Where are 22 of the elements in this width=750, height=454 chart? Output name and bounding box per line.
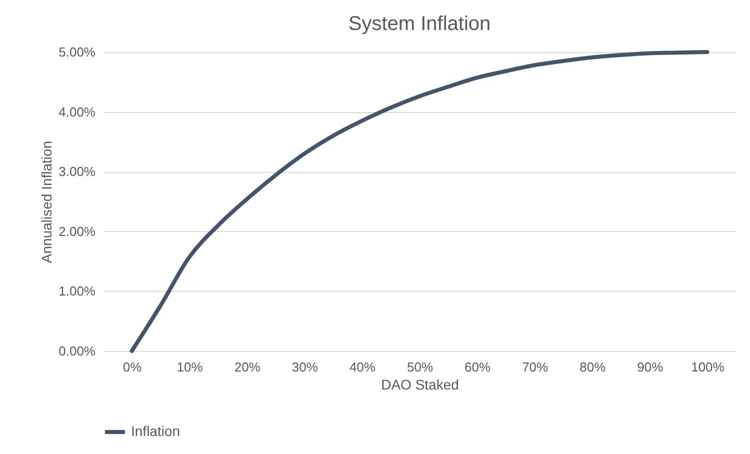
line-series <box>130 50 710 353</box>
y-axis-title: Annualised Inflation <box>38 140 55 264</box>
chart-title: System Inflation <box>348 13 491 35</box>
x-tick-label: 0% <box>122 360 142 374</box>
x-tick-label: 80% <box>580 360 606 374</box>
x-tick-label: 90% <box>637 360 664 374</box>
y-tick-label: 5.00% <box>58 44 96 60</box>
y-tick-label: 3.00% <box>58 164 96 180</box>
x-tick-label: 20% <box>234 360 261 374</box>
x-tick-label: 50% <box>406 360 434 374</box>
x-tick-label: 100% <box>691 360 725 374</box>
legend-label: Inflation <box>131 423 180 439</box>
y-tick-label: 2.00% <box>58 224 96 239</box>
x-axis-title: DAO Staked <box>381 376 459 392</box>
y-tick-label: 4.00% <box>58 104 96 120</box>
x-tick-label: 60% <box>464 360 491 374</box>
y-tick-label: 1.00% <box>58 284 96 299</box>
y-tick-label: 0.00% <box>58 344 96 358</box>
x-tick-label: 40% <box>349 360 376 374</box>
x-tick-label: 70% <box>522 360 549 374</box>
x-tick-label: 10% <box>176 360 204 374</box>
x-tick-label: 30% <box>292 360 318 374</box>
